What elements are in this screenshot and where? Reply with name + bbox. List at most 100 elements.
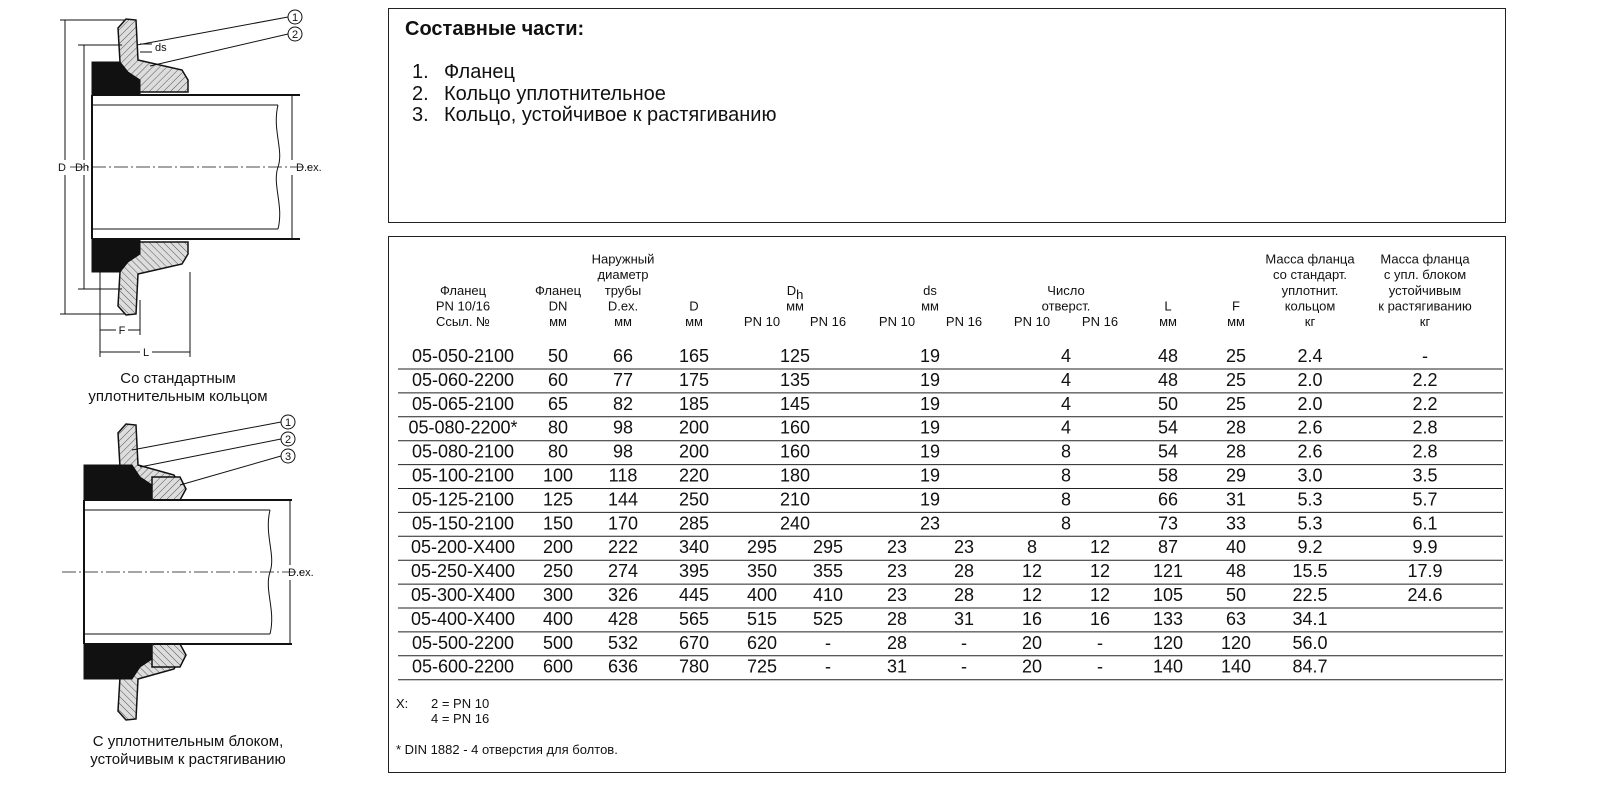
part-number: 1.	[412, 61, 429, 83]
callout: 2	[285, 434, 291, 446]
table-cell: 295	[813, 537, 843, 557]
callout: 2	[292, 29, 298, 41]
table-cell: 48	[1226, 561, 1246, 581]
header-text: Масса фланца	[1265, 252, 1355, 267]
header-text: PN 10/16	[436, 298, 490, 313]
table-cell: 150	[543, 513, 573, 533]
table-cell: 285	[679, 513, 709, 533]
table-cell: 54	[1158, 418, 1178, 438]
table-cell: 20	[1022, 633, 1042, 653]
table-cell: 120	[1221, 633, 1251, 653]
table-cell: 5.3	[1297, 513, 1322, 533]
table-cell: 05-065-2100	[412, 394, 514, 414]
table-cell: 8	[1061, 442, 1071, 462]
parts-title: Составные части:	[405, 18, 584, 40]
table-cell: 326	[608, 585, 638, 605]
table-cell: 410	[813, 585, 843, 605]
table-cell: 3.5	[1412, 466, 1437, 486]
table-cell: 98	[613, 418, 633, 438]
dim-label: D.ex.	[296, 162, 322, 174]
header-text: Число	[1047, 283, 1084, 298]
dim-label: Dh	[75, 162, 89, 174]
table-cell: 620	[747, 633, 777, 653]
table-cell: 2.2	[1412, 370, 1437, 390]
table-cell: 05-125-2100	[412, 489, 514, 509]
table-cell: 12	[1090, 585, 1110, 605]
dim-label: D	[58, 162, 66, 174]
header-text: Ссыл. №	[436, 314, 490, 329]
table-cell: 66	[613, 346, 633, 366]
table-cell: 670	[679, 633, 709, 653]
table-cell: 12	[1090, 537, 1110, 557]
table-cell: 295	[747, 537, 777, 557]
table-cell: 19	[920, 346, 940, 366]
table-cell: 58	[1158, 466, 1178, 486]
table-cell: 28	[1226, 442, 1246, 462]
table-cell: 22.5	[1292, 585, 1327, 605]
table-cell: 4	[1061, 418, 1071, 438]
table-cell: -	[961, 657, 967, 677]
table-cell: 2.2	[1412, 394, 1437, 414]
table-cell: 31	[887, 657, 907, 677]
table-cell: 125	[780, 346, 810, 366]
header-symbol-sub: h	[796, 287, 803, 302]
header-text: мм	[786, 298, 804, 313]
table-cell: 23	[954, 537, 974, 557]
parts-box	[388, 8, 1506, 223]
table-cell: 180	[780, 466, 810, 486]
header-text: мм	[549, 314, 567, 329]
table-cell: 20	[1022, 657, 1042, 677]
table-cell: 05-200-X400	[411, 537, 515, 557]
header-subcolumn: PN 16	[946, 314, 982, 329]
table-cell: 2.6	[1297, 442, 1322, 462]
table-cell: 05-080-2100	[412, 442, 514, 462]
callout: 1	[285, 417, 291, 429]
table-cell: 3.0	[1297, 466, 1322, 486]
table-cell: 28	[1226, 418, 1246, 438]
table-cell: 77	[613, 370, 633, 390]
caption: С уплотнительным блоком,	[93, 733, 283, 750]
header-text: D.ex.	[608, 298, 638, 313]
table-cell: 170	[608, 513, 638, 533]
table-cell: -	[1422, 346, 1428, 366]
table-cell: -	[1097, 633, 1103, 653]
table-cell: 05-150-2100	[412, 513, 514, 533]
table-cell: 395	[679, 561, 709, 581]
dim-label: L	[143, 347, 149, 359]
table-cell: 8	[1061, 513, 1071, 533]
table-cell: 50	[1158, 394, 1178, 414]
table-cell: 165	[679, 346, 709, 366]
table-cell: 355	[813, 561, 843, 581]
table-cell: 160	[780, 418, 810, 438]
table-cell: -	[961, 633, 967, 653]
dim-label: ds	[155, 42, 167, 54]
table-cell: 140	[1221, 657, 1251, 677]
header-text: устойчивым	[1389, 283, 1461, 298]
table-cell: 400	[543, 609, 573, 629]
table-cell: 15.5	[1292, 561, 1327, 581]
table-cell: 160	[780, 442, 810, 462]
table-cell: 9.9	[1412, 537, 1437, 557]
table-cell: 28	[954, 561, 974, 581]
header-text: Наружный	[592, 252, 655, 267]
table-cell: 5.7	[1412, 489, 1437, 509]
table-cell: 48	[1158, 346, 1178, 366]
table-cell: 8	[1061, 466, 1071, 486]
header-symbol: Dh	[787, 283, 804, 302]
caption: устойчивым к растягиванию	[90, 751, 286, 768]
table-cell: 05-080-2200*	[408, 418, 517, 438]
table-cell: 80	[548, 442, 568, 462]
table-cell: 350	[747, 561, 777, 581]
table-cell: 4	[1061, 394, 1071, 414]
table-cell: 445	[679, 585, 709, 605]
header-subcolumn: PN 16	[810, 314, 846, 329]
table-cell: 05-300-X400	[411, 585, 515, 605]
table-cell: 50	[1226, 585, 1246, 605]
table-cell: 28	[954, 585, 974, 605]
figure-restrained: D.ex. 1 2 3 С уплотнительным блоком, уст…	[62, 414, 314, 768]
table-cell: 73	[1158, 513, 1178, 533]
table-cell: 19	[920, 466, 940, 486]
header-text: D	[689, 298, 698, 313]
table-cell: 340	[679, 537, 709, 557]
table-cell: 2.8	[1412, 442, 1437, 462]
